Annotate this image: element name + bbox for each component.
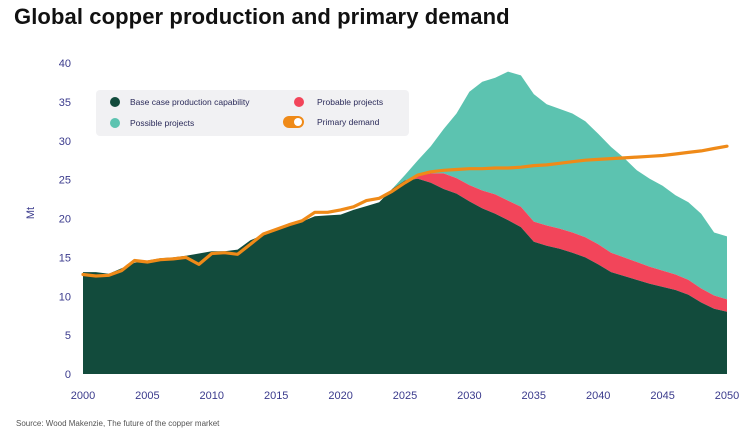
y-tick-label: 5 — [65, 330, 71, 342]
possible-projects-area — [83, 71, 727, 300]
legend-label-probable: Probable projects — [317, 97, 383, 107]
x-tick-label: 2040 — [586, 390, 610, 402]
area-layer — [83, 71, 727, 374]
y-tick-label: 10 — [59, 291, 71, 303]
y-tick-label: 40 — [59, 58, 71, 70]
y-tick-label: 0 — [65, 369, 71, 381]
legend-swatch-base — [110, 97, 120, 107]
legend-swatch-probable — [294, 97, 304, 107]
chart-title: Global copper production and primary dem… — [14, 4, 510, 29]
source-note: Source: Wood Makenzie, The future of the… — [16, 419, 220, 428]
x-tick-label: 2000 — [71, 390, 95, 402]
base-case-area — [83, 178, 727, 374]
legend-label-demand: Primary demand — [317, 117, 380, 127]
x-tick-label: 2025 — [393, 390, 417, 402]
y-tick-label: 15 — [59, 252, 71, 264]
line-layer — [81, 144, 729, 278]
x-tick-label: 2050 — [715, 390, 739, 402]
legend-label-possible: Possible projects — [130, 118, 194, 128]
x-tick-label: 2035 — [522, 390, 546, 402]
x-tick-label: 2030 — [457, 390, 481, 402]
primary-demand-line — [81, 144, 729, 278]
x-tick-label: 2005 — [135, 390, 159, 402]
legend-swatch-demand-knob — [294, 118, 302, 126]
x-tick-label: 2010 — [200, 390, 224, 402]
y-axis-label: Mt — [25, 207, 37, 219]
x-tick-label: 2020 — [328, 390, 352, 402]
y-tick-label: 25 — [59, 175, 71, 187]
legend-label-base: Base case production capability — [130, 97, 250, 107]
legend-box — [96, 90, 409, 136]
x-tick-label: 2045 — [650, 390, 674, 402]
y-tick-label: 30 — [59, 136, 71, 148]
y-tick-label: 20 — [59, 214, 71, 226]
x-tick-label: 2015 — [264, 390, 288, 402]
legend: Base case production capability Possible … — [96, 90, 409, 136]
legend-swatch-possible — [110, 118, 120, 128]
y-tick-label: 35 — [59, 97, 71, 109]
